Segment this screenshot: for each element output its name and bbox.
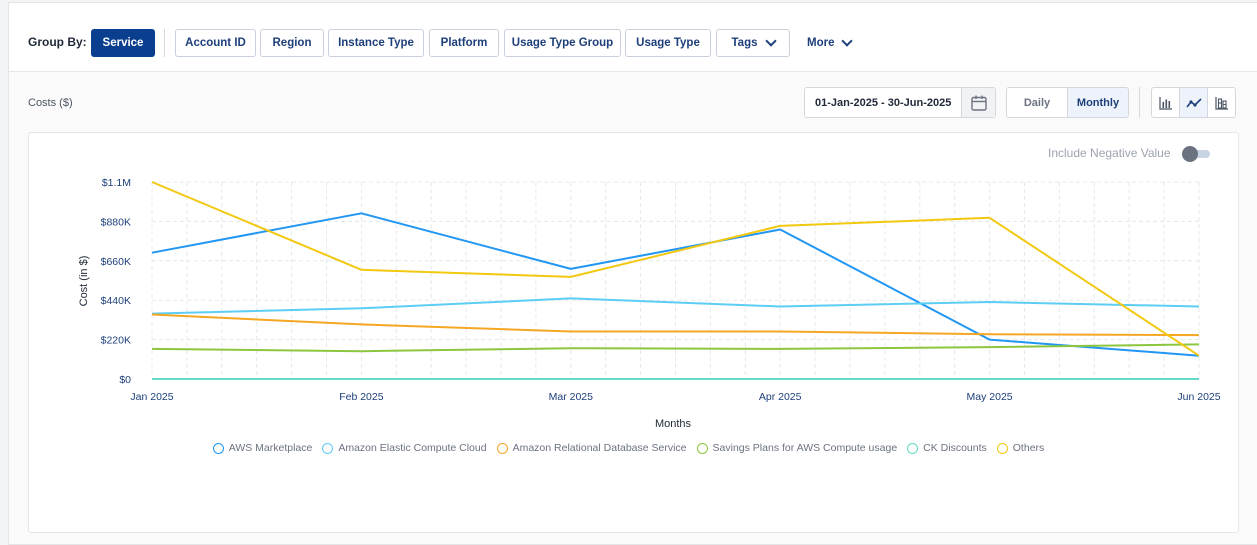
y-tick-label: $880K [101,216,131,228]
series-line-0 [151,212,1200,357]
chart-legend: AWS Marketplace Amazon Elastic Compute Cl… [0,442,1257,454]
legend-item[interactable]: Amazon Elastic Compute Cloud [322,442,487,454]
group-by-account-id-button[interactable]: Account ID [175,29,256,57]
y-axis-title: Cost (in $) [78,256,90,307]
monthly-toggle[interactable]: Monthly [1067,87,1129,118]
line-chart-icon [1185,97,1202,107]
legend-marker [322,442,334,454]
legend-marker [496,442,508,454]
x-axis-title: Months [655,418,692,430]
date-range-value: 01-Jan-2025 - 30-Jun-2025 [815,97,952,109]
legend-label: Amazon Relational Database Service [512,442,687,454]
include-negative-label: Include Negative Value [1048,146,1171,160]
x-tick-label: Jun 2025 [1177,391,1220,403]
series-line-1 [151,297,1200,315]
legend-label: AWS Marketplace [228,442,313,454]
y-tick-label: $440K [101,295,131,307]
costs-label: Costs ($) [28,97,73,109]
group-by-instance-type-button[interactable]: Instance Type [328,29,424,57]
legend-item[interactable]: Amazon Relational Database Service [496,442,687,454]
series-line-3 [151,343,1200,353]
group-by-label: Group By: [28,35,87,49]
group-by-tags-dropdown[interactable]: Tags [716,29,790,57]
group-by-region-button[interactable]: Region [260,29,324,57]
daily-toggle[interactable]: Daily [1006,87,1068,118]
legend-label: CK Discounts [923,442,987,454]
toggle-track [1186,150,1210,158]
legend-item[interactable]: Savings Plans for AWS Compute usage [696,442,898,454]
line-chart-view-button[interactable] [1179,87,1208,118]
bar-chart-view-button[interactable] [1151,87,1180,118]
date-range-picker[interactable]: 01-Jan-2025 - 30-Jun-2025 [804,87,996,118]
y-tick-label: $1.1M [102,177,131,189]
legend-item[interactable]: Others [996,442,1045,454]
x-tick-label: Apr 2025 [759,391,802,403]
legend-item[interactable]: CK Discounts [907,442,987,454]
legend-marker [907,442,919,454]
table-view-button[interactable] [1207,87,1236,118]
group-by-platform-button[interactable]: Platform [429,29,499,57]
divider [164,29,165,57]
y-tick-label: $220K [101,335,131,347]
bar-chart-icon [1158,96,1172,110]
toggle-knob [1182,146,1198,162]
group-by-bar: Group By: Service Account ID Region Inst… [9,3,1257,72]
more-dropdown[interactable]: More [807,29,854,57]
table-icon [1214,96,1228,110]
group-by-usage-type-group-button[interactable]: Usage Type Group [504,29,621,57]
x-tick-label: May 2025 [967,391,1013,403]
legend-label: Others [1012,442,1045,454]
x-tick-label: Feb 2025 [339,391,384,403]
tags-label: Tags [731,37,758,49]
y-tick-label: $660K [101,256,131,268]
more-label: More [807,37,835,49]
cost-explorer-panel: Group By: Service Account ID Region Inst… [8,2,1257,545]
include-negative-toggle[interactable] [1182,146,1210,162]
x-tick-label: Jan 2025 [130,391,173,403]
legend-item[interactable]: AWS Marketplace [212,442,313,454]
divider [1139,87,1140,118]
legend-label: Savings Plans for AWS Compute usage [712,442,898,454]
x-tick-label: Mar 2025 [549,391,594,403]
y-tick-label: $0 [119,374,131,386]
calendar-icon[interactable] [961,88,995,117]
group-by-usage-type-button[interactable]: Usage Type [625,29,711,57]
legend-marker [212,442,224,454]
series-line-2 [151,313,1200,337]
legend-label: Amazon Elastic Compute Cloud [338,442,487,454]
series-line-5 [151,181,1200,357]
legend-marker [696,442,708,454]
legend-marker [996,442,1008,454]
group-by-service-button[interactable]: Service [91,29,155,57]
